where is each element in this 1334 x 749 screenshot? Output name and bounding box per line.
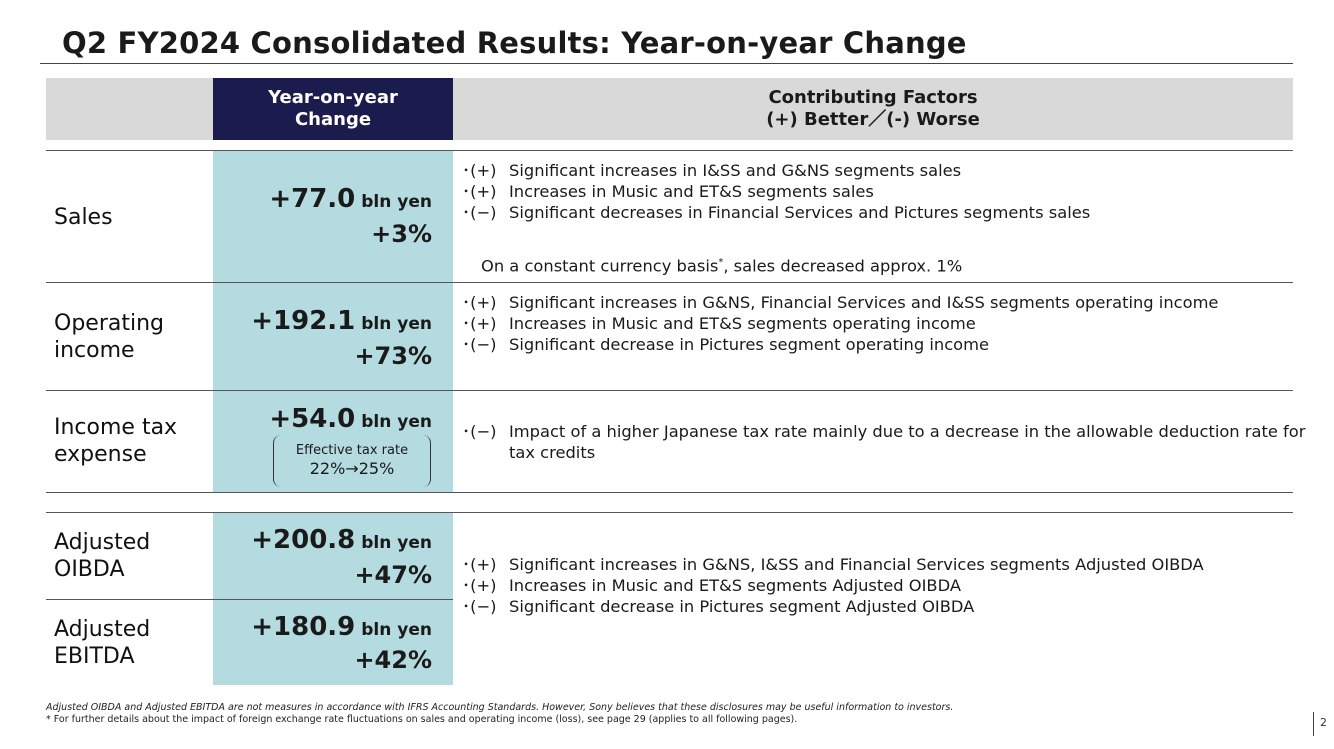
factor-mark: ･(−) [462,422,497,441]
sales-amount: +77.0 [269,184,356,214]
sales-unit: bln yen [361,192,432,212]
adjusted-ebitda-unit: bln yen [361,620,432,640]
factor-text: Increases in Music and ET&S segments sal… [509,182,874,201]
adjusted-oibda-amount: +200.8 [251,525,356,555]
sales-percent: +3% [371,220,432,248]
header-yoy-cell: Year-on-year Change [213,78,453,140]
adjusted-oibda-percent: +47% [354,561,432,589]
factor-text: Significant decrease in Pictures segment… [509,597,975,616]
row-label-adjusted-ebitda: Adjusted EBITDA [54,617,151,669]
factor-text: Increases in Music and ET&S segments Adj… [509,576,961,595]
row-divider [46,150,1293,151]
sales-factors: ･(+) Significant increases in I&SS and G&… [462,160,1090,223]
factor-item: ･(+) Significant increases in G&NS, I&SS … [462,554,1329,575]
factor-item: ･(+) Increases in Music and ET&S segments… [462,575,1329,596]
factor-mark: ･(+) [462,314,497,333]
header-factors-label: Contributing Factors (+) Better／(-) Wors… [766,87,980,130]
factor-text: Impact of a higher Japanese tax rate mai… [509,422,1306,462]
footnote-mark: * [718,257,724,268]
income-tax-unit: bln yen [361,412,432,432]
factor-item: ･(−) Impact of a higher Japanese tax rate… [462,421,1329,463]
effective-tax-rate-change: 22%→25% [309,459,395,478]
sales-value: +77.0 bln yen [269,184,432,217]
footnote-fx-impact: * For further details about the impact o… [46,714,798,725]
constant-currency-text: On a constant currency basis [481,256,719,276]
page-title: Q2 FY2024 Consolidated Results: Year-on-… [62,26,967,60]
row-divider [46,282,1293,283]
factor-item: ･(+) Significant increases in I&SS and G&… [462,160,1090,181]
value-band [213,150,453,492]
effective-tax-rate-note: Effective tax rate 22%→25% [273,435,431,487]
factor-mark: ･(−) [462,203,497,222]
adjusted-ebitda-percent: +42% [354,646,432,674]
factor-mark: ･(+) [462,555,497,574]
adjusted-oibda-unit: bln yen [361,533,432,553]
operating-income-value: +192.1 bln yen [251,306,432,339]
row-label-income-tax: Income tax expense [54,415,178,467]
operating-income-factors: ･(+) Significant increases in G&NS, Finan… [462,292,1329,355]
factor-mark: ･(+) [462,576,497,595]
factor-mark: ･(+) [462,182,497,201]
factor-item: ･(−) Significant decrease in Pictures seg… [462,334,1329,355]
factor-text: Increases in Music and ET&S segments ope… [509,314,976,333]
factor-mark: ･(+) [462,161,497,180]
constant-currency-note: On a constant currency basis*, sales dec… [481,252,962,276]
header-yoy-label: Year-on-year Change [268,87,398,130]
factor-text: Significant increases in G&NS, I&SS and … [509,555,1204,574]
row-divider [46,390,1293,391]
row-divider [46,512,1293,513]
adjusted-factors: ･(+) Significant increases in G&NS, I&SS … [462,554,1329,617]
row-label-adjusted-oibda: Adjusted OIBDA [54,530,151,582]
factor-item: ･(+) Increases in Music and ET&S segments… [462,313,1329,334]
factor-item: ･(−) Significant decreases in Financial S… [462,202,1090,223]
operating-income-percent: +73% [354,342,432,370]
adjusted-ebitda-amount: +180.9 [251,612,356,642]
factor-item: ･(+) Significant increases in G&NS, Finan… [462,292,1329,313]
factor-text: Significant decrease in Pictures segment… [509,335,990,354]
factor-item: ･(+) Increases in Music and ET&S segments… [462,181,1090,202]
factor-text: Significant increases in G&NS, Financial… [509,293,1219,312]
factor-mark: ･(−) [462,335,497,354]
adjusted-oibda-value: +200.8 bln yen [251,525,432,558]
row-label-sales: Sales [54,205,113,230]
factor-text: Significant decreases in Financial Servi… [509,203,1091,222]
factor-text: Significant increases in I&SS and G&NS s… [509,161,962,180]
factor-mark: ･(−) [462,597,497,616]
page-number: 2 [1320,716,1327,729]
footnote-adjusted-measures: Adjusted OIBDA and Adjusted EBITDA are n… [46,702,954,713]
income-tax-value: +54.0 bln yen [269,404,432,437]
header-blank-cell [46,78,213,140]
title-underline [40,63,1293,64]
operating-income-amount: +192.1 [251,306,356,336]
row-divider [46,599,453,600]
factor-item: ･(−) Significant decrease in Pictures seg… [462,596,1329,617]
page-number-divider [1313,712,1314,736]
adjusted-ebitda-value: +180.9 bln yen [251,612,432,645]
factor-mark: ･(+) [462,293,497,312]
footnotes: Adjusted OIBDA and Adjusted EBITDA are n… [46,702,953,726]
row-divider [46,492,1293,493]
income-tax-amount: +54.0 [269,404,356,434]
effective-tax-rate-label: Effective tax rate [295,443,409,458]
operating-income-unit: bln yen [361,314,432,334]
row-label-operating-income: Operating income [54,311,164,363]
header-factors-cell: Contributing Factors (+) Better／(-) Wors… [453,78,1293,140]
constant-currency-rest: , sales decreased approx. 1% [723,256,963,276]
income-tax-factors: ･(−) Impact of a higher Japanese tax rate… [462,421,1329,463]
